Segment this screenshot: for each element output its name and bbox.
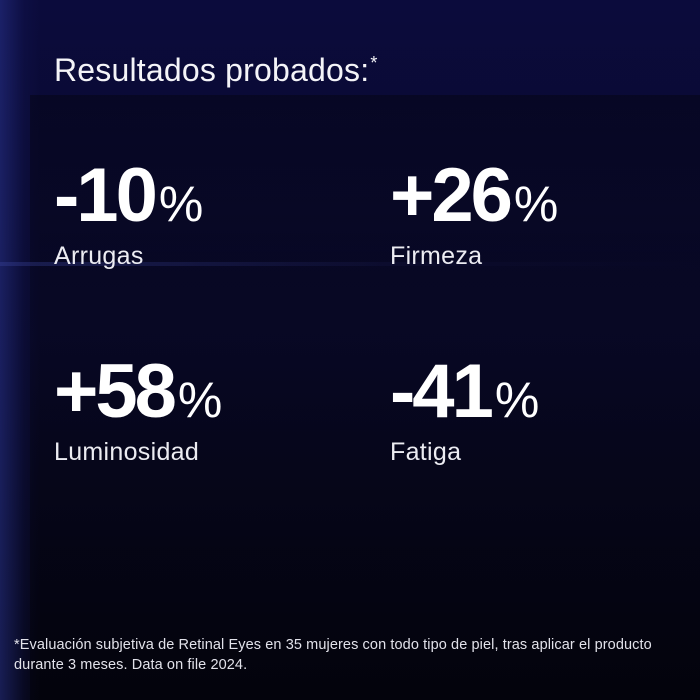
stat-value: +26: [390, 153, 513, 238]
stat-fatiga: -41% Fatiga: [390, 354, 539, 467]
stat-unit: %: [494, 372, 540, 428]
background-panel: [30, 95, 700, 700]
stat-label: Fatiga: [390, 438, 462, 466]
page-title: Resultados probados:*: [54, 52, 378, 89]
title-asterisk: *: [370, 53, 378, 73]
stat-arrugas: -10% Arrugas: [54, 158, 203, 271]
stat-value: -41: [390, 349, 494, 434]
stat-unit: %: [513, 176, 559, 232]
stat-firmeza: +26% Firmeza: [390, 158, 558, 271]
stat-figure: -10%: [54, 158, 203, 234]
title-text: Resultados probados:: [54, 52, 370, 88]
footnote: *Evaluación subjetiva de Retinal Eyes en…: [14, 637, 652, 673]
stat-unit: %: [158, 176, 204, 232]
stat-label: Firmeza: [390, 242, 483, 270]
stat-figure: +58%: [54, 354, 222, 430]
stat-label: Luminosidad: [54, 438, 200, 466]
stat-luminosidad: +58% Luminosidad: [54, 354, 222, 467]
background-band: [0, 262, 700, 266]
stat-figure: +26%: [390, 158, 558, 234]
stat-label: Arrugas: [54, 242, 144, 270]
stat-value: +58: [54, 349, 177, 434]
stat-unit: %: [177, 372, 223, 428]
stat-figure: -41%: [390, 354, 539, 430]
stat-value: -10: [54, 153, 158, 238]
